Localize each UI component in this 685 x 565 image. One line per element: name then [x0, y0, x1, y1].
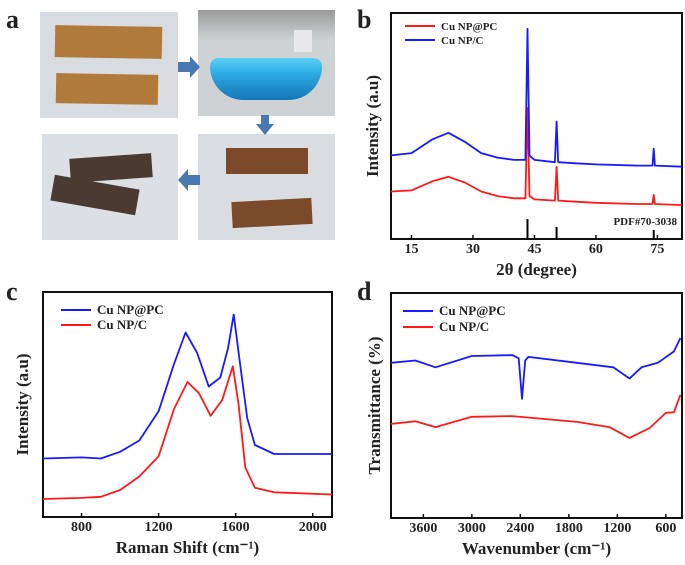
x-tick-label: 3000 — [458, 521, 486, 536]
arrow-left-icon — [178, 169, 200, 191]
legend-label: Cu NP@PC — [439, 303, 506, 318]
x-axis-label: 2θ (degree) — [496, 260, 577, 279]
soaked-strip — [226, 148, 308, 174]
chart-panel-c: c 800 1200 1600 2000 Raman Shift (cm⁻¹) Intens… — [6, 277, 333, 557]
x-tick-label: 15 — [404, 242, 418, 257]
arrow-right-icon — [178, 56, 200, 78]
x-tick-label: 1800 — [555, 521, 583, 536]
photo-soaked-strips — [198, 134, 335, 240]
legend-label: Cu NP/C — [97, 317, 147, 332]
x-tick-label: 800 — [71, 520, 92, 535]
photo-raw-paper-strips — [40, 12, 178, 118]
blue-solution — [210, 58, 322, 100]
lab-background — [198, 10, 335, 40]
series-line-cunppc — [390, 107, 683, 206]
photo-carbonized-strips — [42, 134, 178, 240]
photo-blue-copper-solution — [198, 10, 335, 116]
reference-card-annotation: PDF#70-3038 — [613, 216, 677, 228]
legend-label: Cu NP@PC — [441, 21, 497, 33]
x-tick-label: 30 — [466, 242, 480, 257]
series-line-cunpc — [390, 27, 683, 168]
arrow-down-icon — [256, 115, 274, 135]
panel-label-b: b — [357, 5, 371, 34]
x-tick-label: 3600 — [409, 521, 437, 536]
legend-label: Cu NP/C — [439, 319, 489, 334]
x-tick-label: 45 — [527, 242, 541, 257]
x-tick-label: 1600 — [222, 520, 250, 535]
chart-panel-b: b 15 30 45 60 75 2θ (degree) Intensity (a.u) PDF… — [357, 5, 683, 279]
legend-label: Cu NP@PC — [97, 302, 164, 317]
y-axis-label: Intensity (a.u) — [13, 353, 32, 455]
series-line-cunpc — [390, 394, 682, 439]
y-axis-label: Intensity (a.u) — [363, 75, 382, 177]
x-tick-label: 1200 — [603, 521, 631, 536]
x-tick-label: 75 — [650, 242, 664, 257]
plot-frame — [390, 12, 683, 240]
series-line-cunpc — [42, 365, 333, 500]
x-axis-label: Wavenumber (cm⁻¹) — [462, 539, 611, 558]
x-tick-label: 2000 — [299, 520, 327, 535]
y-axis-label: Transmittance (%) — [365, 336, 384, 474]
label-sticker — [294, 30, 312, 52]
x-tick-label: 600 — [655, 521, 676, 536]
legend-label: Cu NP/C — [441, 35, 484, 47]
x-tick-label: 2400 — [506, 521, 534, 536]
series-line-cunppc — [42, 313, 332, 460]
plot-frame — [42, 291, 333, 518]
panel-label-c: c — [6, 277, 18, 306]
series-line-cunppc — [390, 337, 682, 400]
panel-label-d: d — [357, 277, 372, 306]
x-tick-label: 60 — [589, 242, 603, 257]
chart-panel-d: d 3600 3000 2400 1800 1200 600 Wavenumber (cm⁻¹… — [357, 277, 683, 558]
x-tick-label: 1200 — [145, 520, 173, 535]
plot-frame — [390, 292, 683, 519]
panel-label-a: a — [6, 5, 19, 34]
x-axis-label: Raman Shift (cm⁻¹) — [116, 538, 259, 557]
